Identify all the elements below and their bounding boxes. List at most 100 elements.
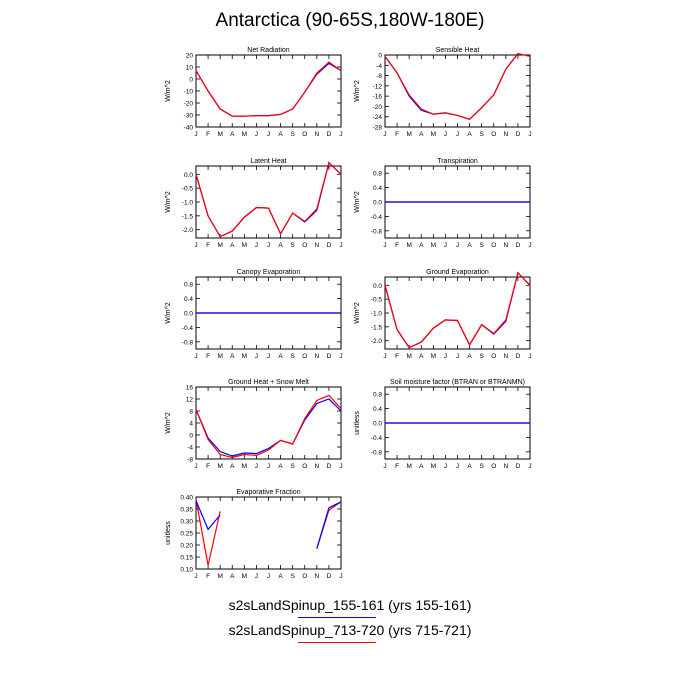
figure-title: Antarctica (90-65S,180W-180E) (215, 10, 485, 31)
x-tick-label: J (194, 463, 197, 470)
panel-6: Ground Evaporation W/m^2 0.0 -0.5 -1.0 -1.5 -2… (354, 269, 532, 360)
x-tick-label: J (528, 242, 531, 249)
x-tick-label: N (314, 353, 319, 360)
x-tick-label: F (206, 573, 210, 580)
y-tick-label: 0.0 (373, 200, 382, 207)
x-tick-label: M (217, 573, 222, 580)
x-tick-label: A (278, 131, 283, 138)
y-tick-label: -0.5 (182, 186, 194, 193)
y-tick-label: 10 (186, 65, 194, 72)
x-tick-label: O (302, 463, 307, 470)
y-tick-label: 0.4 (373, 406, 382, 413)
y-tick-label: -2.0 (371, 338, 383, 345)
x-tick-label: F (395, 353, 399, 360)
y-tick-label: 16 (186, 385, 194, 392)
x-tick-label: S (290, 242, 295, 249)
y-tick-label: -40 (184, 125, 194, 132)
x-tick-label: J (383, 463, 386, 470)
x-tick-label: J (267, 463, 270, 470)
y-tick-label: 0.0 (184, 172, 193, 179)
y-tick-label: -12 (373, 83, 383, 90)
x-tick-label: M (242, 353, 247, 360)
y-tick-label: 0.30 (180, 519, 193, 526)
x-tick-label: D (516, 131, 521, 138)
y-tick-label: -16 (373, 94, 383, 101)
y-tick-label: -28 (373, 125, 383, 132)
x-tick-label: S (290, 573, 295, 580)
y-tick-label: 0.40 (180, 495, 193, 502)
x-tick-label: M (406, 131, 411, 138)
x-tick-label: J (339, 573, 342, 580)
y-axis-label: W/m^2 (165, 302, 172, 324)
x-tick-label: J (267, 573, 270, 580)
y-tick-label: -0.4 (371, 435, 383, 442)
x-tick-label: N (314, 463, 319, 470)
x-tick-label: A (467, 131, 472, 138)
y-tick-label: 0.4 (373, 185, 382, 192)
y-tick-label: -20 (373, 104, 383, 111)
panel-title: Evaporative Fraction (236, 489, 300, 496)
x-tick-label: A (230, 463, 235, 470)
y-tick-label: 12 (186, 397, 194, 404)
y-tick-label: -4 (376, 63, 382, 70)
x-tick-label: O (302, 573, 307, 580)
panel-title: Canopy Evaporation (237, 269, 301, 276)
x-tick-label: M (242, 463, 247, 470)
y-tick-label: 0 (378, 53, 382, 60)
y-tick-label: 20 (186, 53, 194, 60)
y-tick-label: 0.20 (180, 543, 193, 550)
x-tick-label: M (217, 242, 222, 249)
y-tick-label: 8 (189, 409, 193, 416)
x-tick-label: F (395, 242, 399, 249)
series-line-2 (384, 53, 531, 120)
x-tick-label: O (491, 242, 496, 249)
x-tick-label: M (431, 131, 436, 138)
legend-label-1: s2sLandSpinup_155-161 (yrs 155-161) (228, 597, 472, 613)
x-tick-label: A (467, 242, 472, 249)
x-tick-label: A (419, 242, 424, 249)
x-tick-label: J (456, 242, 459, 249)
x-tick-label: A (278, 353, 283, 360)
x-tick-label: N (314, 131, 319, 138)
x-tick-label: J (194, 131, 197, 138)
panel-title: Sensible Heat (436, 47, 480, 54)
x-tick-label: D (327, 573, 332, 580)
y-axis-label: W/m^2 (354, 302, 361, 324)
x-tick-label: A (278, 242, 283, 249)
panel-7: Ground Heat + Snow MeltW/m^21612840-4-8J… (165, 379, 343, 470)
y-tick-label: -0.4 (371, 214, 383, 221)
panel-9: Evaporative Fraction unitless 0.40 0.35 0.30… (165, 489, 343, 580)
y-axis-label: W/m^2 (354, 80, 361, 102)
y-tick-label: -30 (184, 113, 194, 120)
series-line-2 (195, 61, 342, 117)
x-tick-label: J (339, 242, 342, 249)
x-tick-label: J (194, 353, 197, 360)
x-tick-label: J (456, 463, 459, 470)
y-tick-label: 0.10 (180, 567, 193, 574)
x-tick-label: D (327, 131, 332, 138)
x-tick-label: F (206, 242, 210, 249)
y-axis-label: W/m^2 (354, 191, 361, 213)
x-tick-label: J (194, 573, 197, 580)
y-tick-label: -8 (376, 73, 382, 80)
x-tick-label: A (419, 463, 424, 470)
y-tick-label: 0.8 (373, 392, 382, 399)
y-tick-label: -1.0 (371, 311, 383, 318)
x-tick-label: D (327, 242, 332, 249)
y-axis-label: W/m^2 (165, 412, 172, 434)
y-tick-label: -24 (373, 114, 383, 121)
y-tick-label: 0.8 (184, 282, 193, 289)
y-tick-label: 0.25 (180, 531, 193, 538)
x-tick-label: F (206, 463, 210, 470)
series-line-1 (195, 499, 342, 566)
y-tick-label: -0.5 (371, 297, 383, 304)
y-tick-label: 0.15 (180, 555, 193, 562)
x-tick-label: A (230, 353, 235, 360)
x-tick-label: O (302, 353, 307, 360)
y-tick-label: -0.8 (182, 339, 194, 346)
x-tick-label: A (419, 353, 424, 360)
x-tick-label: J (444, 131, 447, 138)
y-tick-label: -8 (187, 457, 193, 464)
